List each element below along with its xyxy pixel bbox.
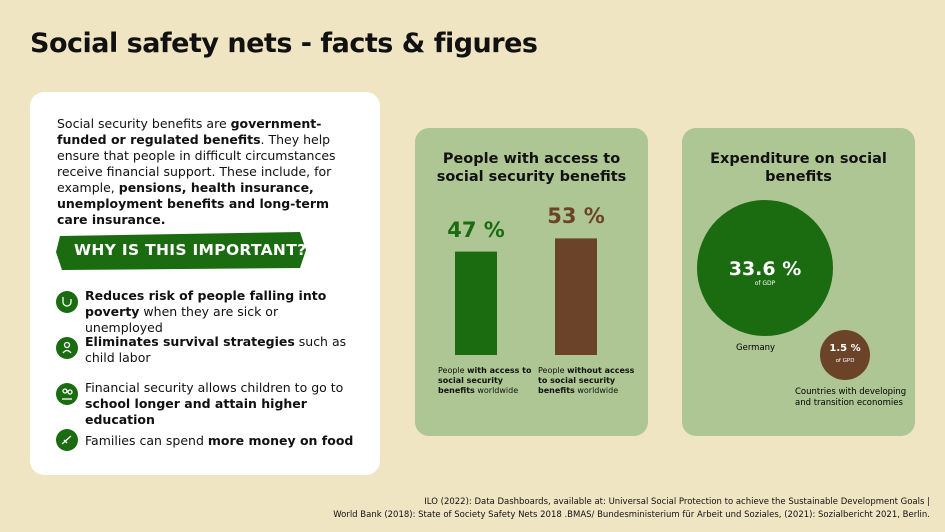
- germany-label: Germany: [736, 343, 776, 353]
- heading: WHY IS THIS IMPORTANT?: [74, 241, 307, 259]
- text-run: school longer and attain higher educatio…: [85, 396, 307, 427]
- text-run: worldwide: [574, 386, 619, 395]
- panel-title: Expenditure on social benefits: [710, 151, 887, 185]
- text-run: People: [438, 366, 468, 375]
- text-run: more money on food: [207, 433, 354, 448]
- developing-unit: of GPD: [835, 358, 855, 364]
- developing-label: Countries with developing and transition…: [795, 387, 907, 408]
- text-run: Families can spend: [85, 433, 208, 448]
- text-run: without access to social security benefi…: [538, 366, 635, 395]
- text-run: Reduces risk of people falling into pove…: [85, 288, 327, 319]
- item: Eliminates survival strategies such as c…: [85, 334, 355, 366]
- germany-unit: of GDP: [754, 280, 776, 287]
- source: World Bank (2018): State of Society Safe…: [333, 510, 930, 520]
- developing-value: 1.5 %: [829, 343, 861, 354]
- text-run: when they are sick or unemployed: [85, 304, 279, 335]
- text-run: with access to social security benefits: [438, 366, 532, 395]
- info-card: [30, 92, 380, 475]
- bar-caption: People without access to social security…: [538, 366, 638, 396]
- text-run: government-funded or regulated benefits: [57, 116, 322, 147]
- germany-value: 33.6 %: [728, 258, 802, 280]
- bar-caption: People with access to social security be…: [438, 366, 538, 396]
- text-run: Eliminates survival strategies: [85, 334, 295, 349]
- developing-circle: [820, 330, 870, 380]
- bar: [555, 238, 597, 355]
- page-title: Social safety nets - facts & figures: [30, 28, 538, 59]
- item: Families can spend more money on food: [85, 433, 355, 449]
- germany-circle: [697, 200, 833, 336]
- text-run: . They help ensure that people in diffic…: [57, 132, 336, 195]
- bar: [455, 251, 497, 355]
- icon-glyphs: [61, 297, 73, 445]
- source: ILO (2022): Data Dashboards, available a…: [424, 497, 930, 507]
- panel-title: People with access to social security be…: [436, 151, 627, 185]
- text-run: Financial security allows children to go…: [85, 380, 344, 395]
- item: Reduces risk of people falling into pove…: [85, 288, 355, 336]
- bar-label: 47 %: [447, 217, 505, 242]
- intro-text: Social security benefits are government-…: [57, 116, 357, 228]
- text-run: such as child labor: [85, 334, 347, 365]
- text-run: worldwide: [474, 386, 519, 395]
- heading-banner: [56, 232, 306, 270]
- text-run: People: [538, 366, 568, 375]
- text-run: pensions, health insurance, unemployment…: [57, 180, 330, 227]
- item: Financial security allows children to go…: [85, 380, 355, 428]
- bar-label: 53 %: [547, 204, 605, 229]
- access-panel: [415, 128, 648, 436]
- text-run: Social security benefits are: [57, 116, 231, 131]
